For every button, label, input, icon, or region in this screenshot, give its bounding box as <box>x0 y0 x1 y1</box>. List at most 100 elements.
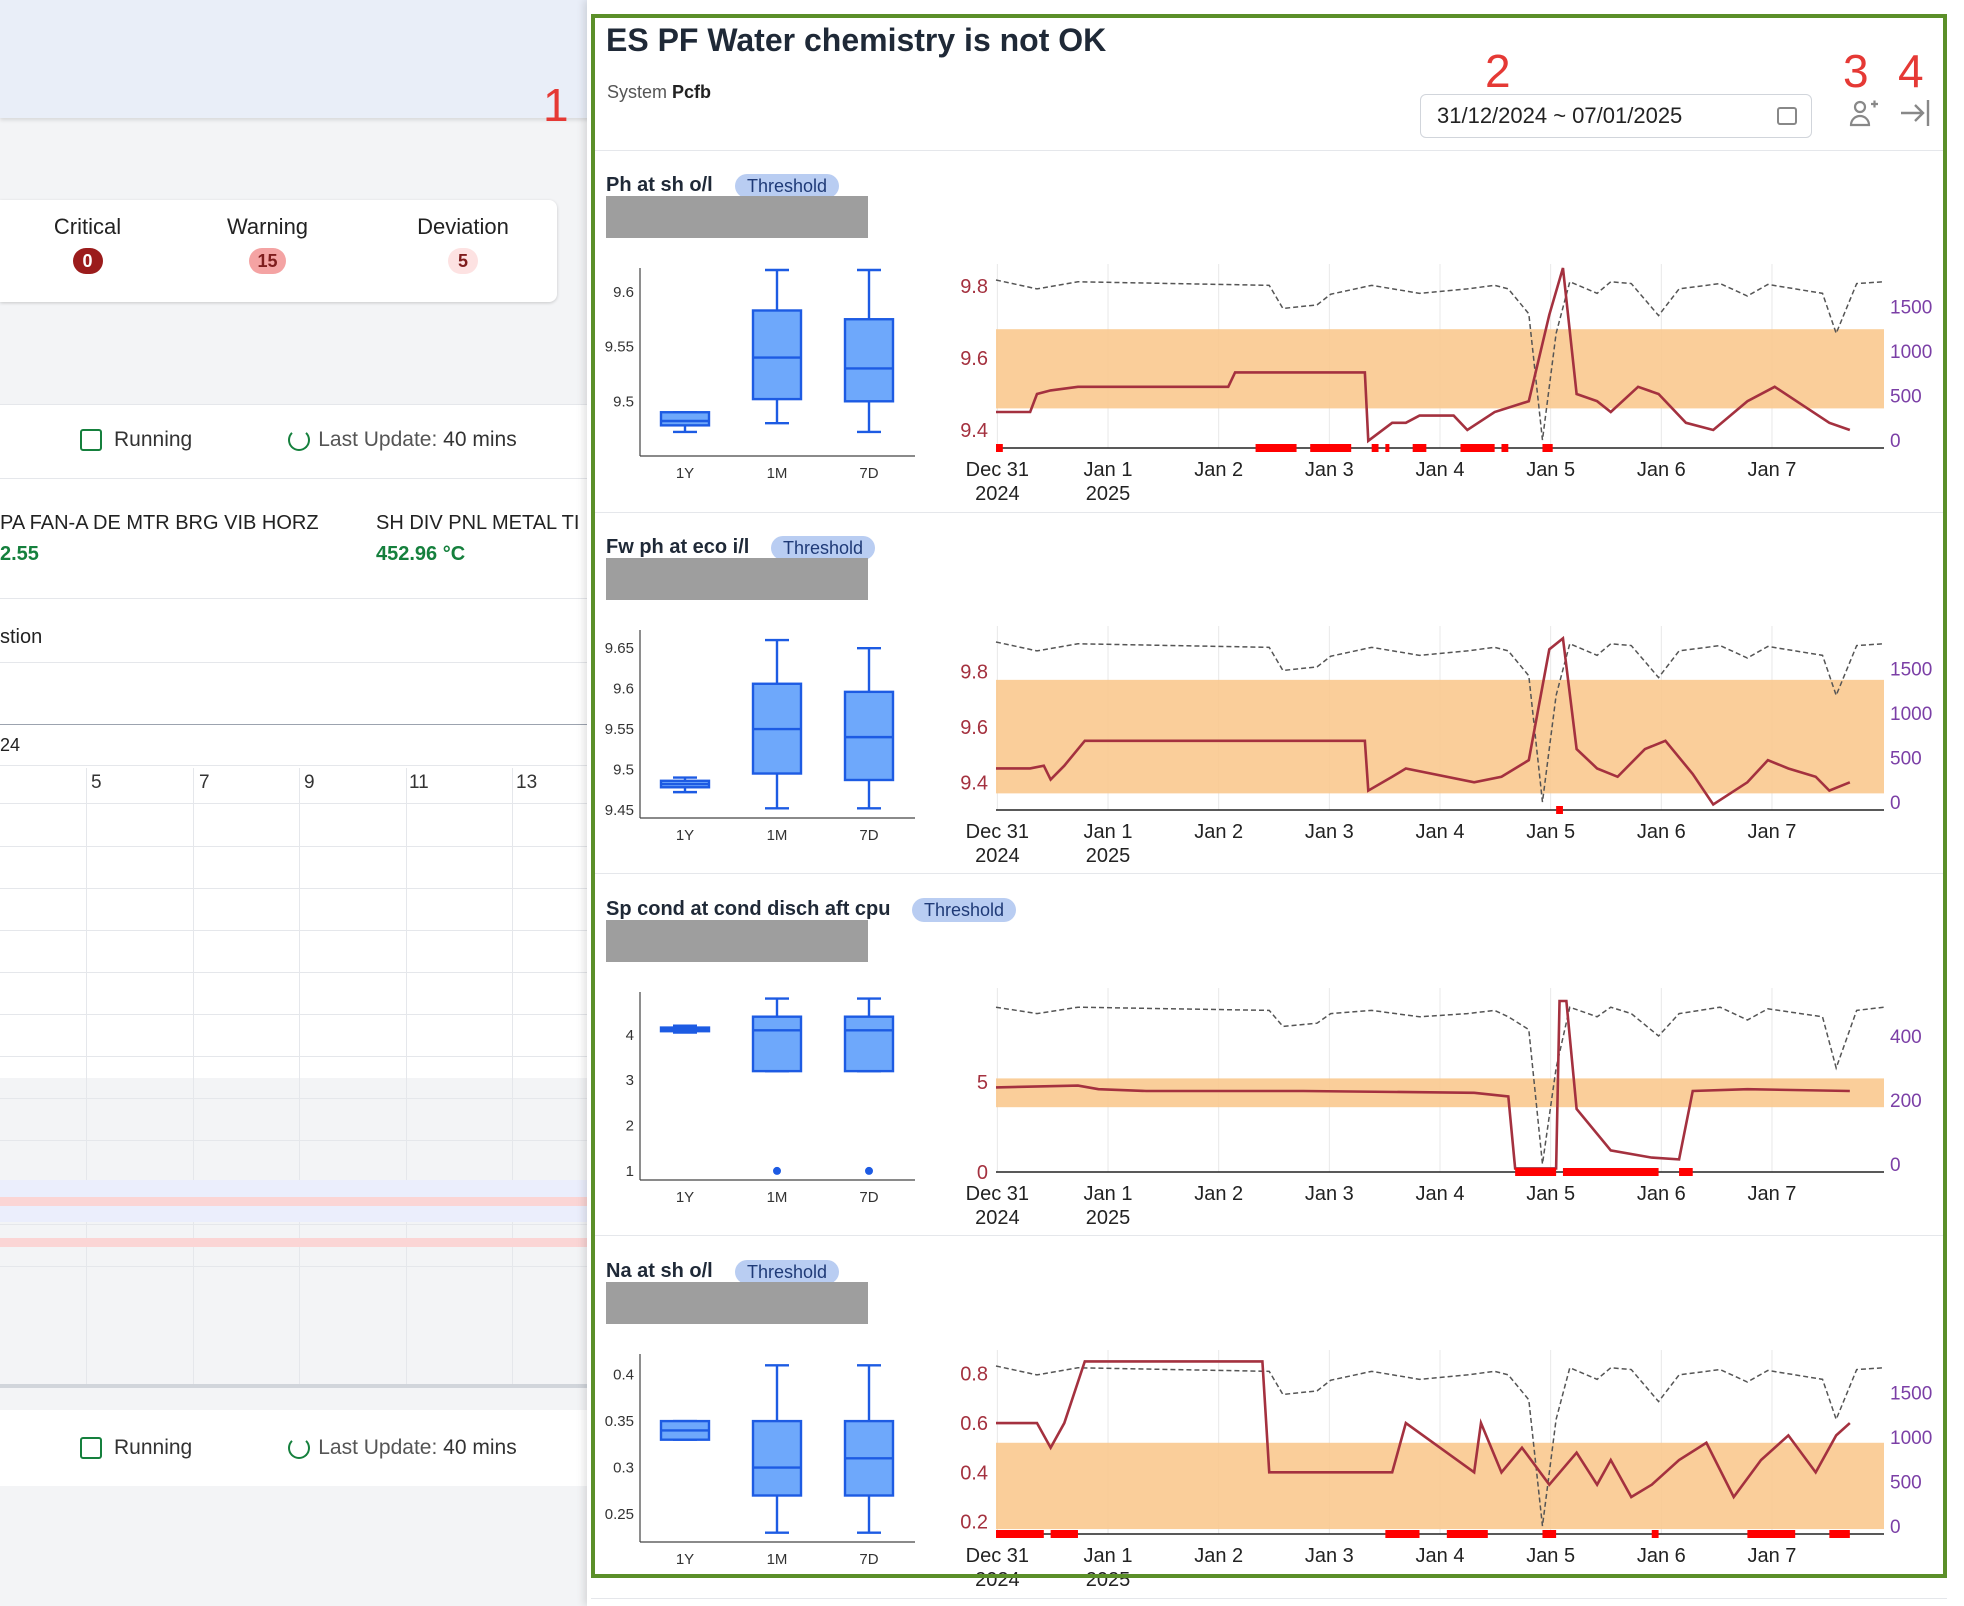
x-tick-label: Jan 1 <box>1084 821 1133 843</box>
stat-deviation[interactable]: Deviation 5 <box>408 214 518 274</box>
x-tick-label: Dec 31 <box>966 459 1029 481</box>
x-tick-label: Jan 5 <box>1526 1545 1575 1567</box>
threshold-tag[interactable]: Threshold <box>735 1260 840 1284</box>
alarm-marker <box>1310 444 1352 452</box>
date-range-picker[interactable]: 31/12/2024 ~ 07/01/2025 <box>1420 94 1812 138</box>
boxplot-iqr <box>843 690 895 782</box>
x-tick-label: Jan 1 <box>1084 459 1133 481</box>
boxplot-category-label: 1Y <box>676 1189 694 1206</box>
day-label: 11 <box>409 772 429 793</box>
chart-title: Sp cond at cond disch aft cpu <box>606 898 891 920</box>
status-running: Running Last Update: 40 mins <box>80 428 517 452</box>
day-label: 9 <box>304 772 315 793</box>
status-running: Running Last Update: 40 mins <box>80 1436 517 1460</box>
redacted-bar <box>606 1282 868 1324</box>
gantt-bar[interactable] <box>0 1238 600 1247</box>
stat-critical[interactable]: Critical 0 <box>40 214 135 274</box>
y-tick-label: 0 <box>977 1162 988 1184</box>
alarm-marker <box>1542 444 1553 452</box>
boxplot-box <box>659 411 711 434</box>
background-dashboard: Critical 0 Warning 15 Deviation 5 Runnin… <box>0 0 600 1606</box>
primary-series-line <box>995 999 1850 1170</box>
boxplot-category-label: 7D <box>859 827 878 844</box>
x-tick-label: Jan 2 <box>1194 459 1243 481</box>
chart-title: Ph at sh o/l <box>606 174 713 196</box>
drawer-title: ES PF Water chemistry is not OK <box>606 22 1107 58</box>
add-user-icon[interactable] <box>1846 96 1880 130</box>
alarm-marker <box>1412 444 1427 452</box>
x-tick-label: Jan 3 <box>1305 821 1354 843</box>
y2-tick-label: 1500 <box>1890 1384 1932 1405</box>
sensor-value: 452.96 °C <box>376 543 466 565</box>
stat-label: Warning <box>226 214 309 239</box>
gantt-bar[interactable] <box>0 1197 600 1206</box>
boxplot-tick-label: 9.55 <box>605 339 634 356</box>
boxplot-category-label: 1M <box>767 1189 788 1206</box>
last-update-label: Last Update: <box>318 428 438 451</box>
x-tick-label: Jan 3 <box>1305 1183 1354 1205</box>
y-tick-label: 0.6 <box>960 1413 988 1435</box>
x-tick-label: Jan 1 <box>1084 1545 1133 1567</box>
secondary-series-line <box>995 1006 1885 1165</box>
chart-title: Na at sh o/l <box>606 1260 713 1282</box>
boxplot-outlier <box>773 1166 781 1175</box>
alarm-marker <box>1371 444 1379 452</box>
alarm-marker <box>1515 1168 1557 1176</box>
x-tick-label: Jan 4 <box>1416 821 1465 843</box>
boxplot-category-label: 1M <box>767 827 788 844</box>
threshold-tag[interactable]: Threshold <box>771 536 876 560</box>
stat-count-badge: 5 <box>448 248 478 274</box>
boxplot-box <box>843 1364 895 1534</box>
boxplot-svg: 0.4 0.35 0.3 0.25 1Y 1M 7D <box>605 1354 915 1568</box>
last-update-value: 40 mins <box>443 1436 517 1459</box>
stat-count-badge: 0 <box>72 248 103 274</box>
boxplot-iqr <box>843 318 895 403</box>
x-tick-label: Jan 6 <box>1637 1183 1686 1205</box>
boxplot-tick-label: 9.5 <box>613 761 634 778</box>
secondary-series-line <box>995 1365 1885 1527</box>
boxplot-tick-label: 2 <box>626 1118 634 1135</box>
threshold-tag[interactable]: Threshold <box>735 174 840 198</box>
x-tick-label: Jan 5 <box>1526 1183 1575 1205</box>
y2-tick-label: 1000 <box>1890 704 1932 725</box>
x-tick-label: Jan 7 <box>1748 1545 1797 1567</box>
exit-icon[interactable] <box>1898 96 1932 130</box>
alarm-marker <box>1829 1530 1850 1538</box>
y2-tick-label: 1000 <box>1890 342 1932 363</box>
y2-tick-label: 1500 <box>1890 298 1932 319</box>
boxplot-box <box>843 268 895 434</box>
y2-tick-label: 0 <box>1890 793 1901 814</box>
last-update-value: 40 mins <box>443 428 517 451</box>
redacted-bar <box>606 558 868 600</box>
refresh-icon <box>288 429 311 451</box>
timeseries-svg: 0.8 0.6 0.4 0.2 1500 1000 500 0 Dec 31 Jan 1 Jan 2… <box>960 1350 1932 1591</box>
system-label: System <box>607 82 668 102</box>
boxplot-box <box>751 997 803 1175</box>
x-tick-label: Jan 2 <box>1194 821 1243 843</box>
y-tick-label: 5 <box>977 1072 988 1094</box>
y2-tick-label: 200 <box>1890 1091 1922 1112</box>
boxplot-box <box>843 997 895 1175</box>
alarm-marker <box>1679 1168 1693 1176</box>
boxplot-tick-label: 9.45 <box>605 802 634 819</box>
threshold-tag[interactable]: Threshold <box>912 898 1017 922</box>
alarm-marker <box>1556 806 1563 814</box>
x-tick-label: Jan 2 <box>1194 1183 1243 1205</box>
status-text: Running <box>114 1436 193 1459</box>
x-tick-label: Jan 7 <box>1748 459 1797 481</box>
calendar-icon[interactable] <box>1777 107 1797 125</box>
x-tick-sublabel: 2024 <box>975 1207 1020 1229</box>
y-tick-label: 9.4 <box>960 772 988 794</box>
callout-4: 4 <box>1898 45 1924 97</box>
y-tick-label: 9.8 <box>960 662 988 684</box>
x-tick-label: Jan 4 <box>1416 1183 1465 1205</box>
boxplot-tick-label: 0.35 <box>605 1413 634 1430</box>
x-tick-sublabel: 2025 <box>1086 483 1131 505</box>
boxplot-category-label: 7D <box>859 465 878 482</box>
boxplot-tick-label: 1 <box>626 1163 634 1180</box>
sensor-name: PA FAN-A DE MTR BRG VIB HORZ <box>0 512 319 534</box>
boxplot-box <box>659 1024 711 1034</box>
x-tick-label: Jan 6 <box>1637 1545 1686 1567</box>
stat-warning[interactable]: Warning 15 <box>220 214 315 274</box>
